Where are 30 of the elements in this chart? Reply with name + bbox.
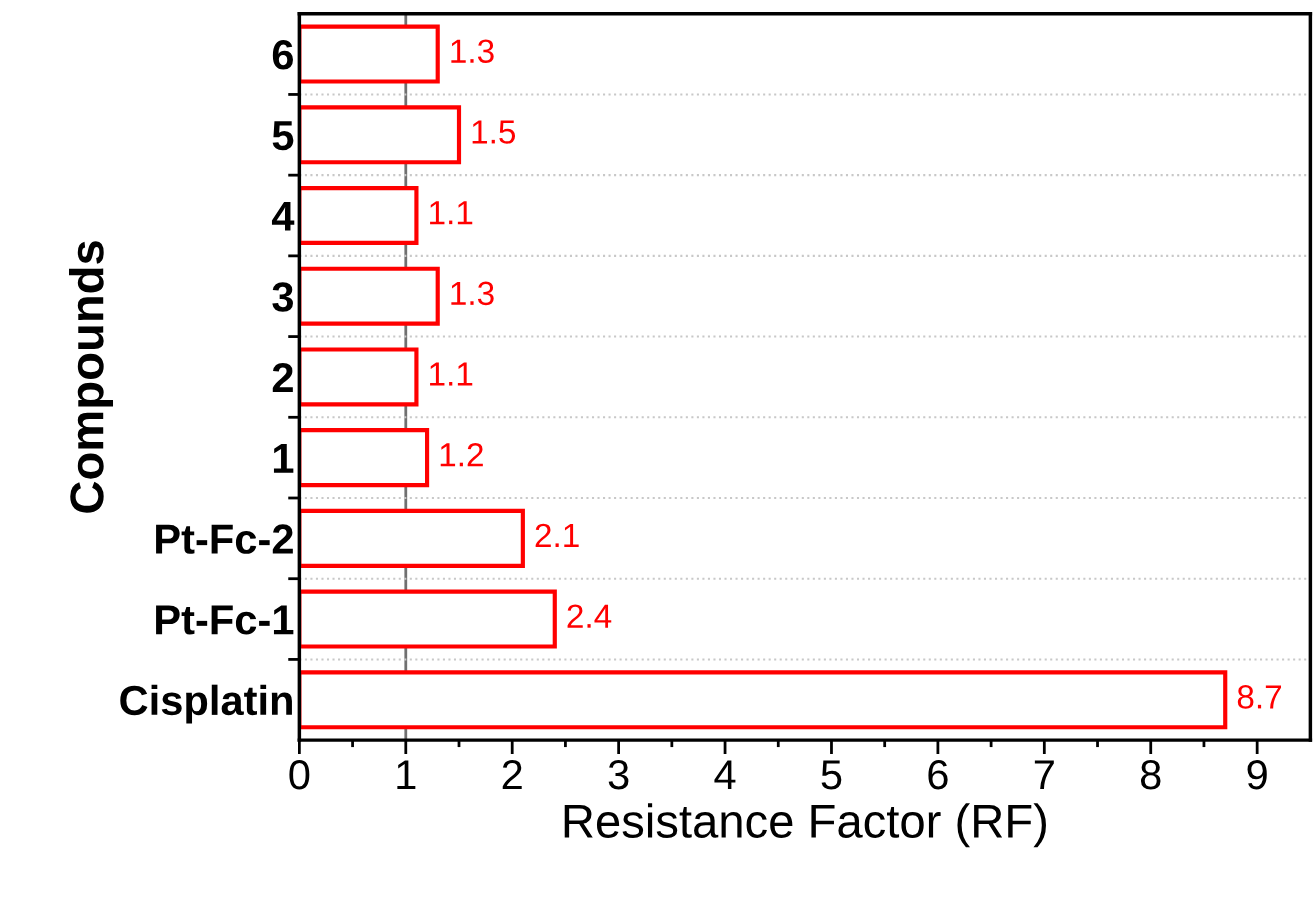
y-tick-label: 1 <box>273 444 294 473</box>
x-tick-label: 8 <box>1140 759 1161 790</box>
y-tick-label: 3 <box>272 282 293 312</box>
y-tick-label: 4 <box>271 201 295 231</box>
y-tick-label: Pt-Fc-1 <box>156 605 294 635</box>
x-tick-label: 4 <box>714 760 736 790</box>
data-label: 1.3 <box>451 281 494 306</box>
x-tick-label: 2 <box>502 759 522 790</box>
y-tick-label: 5 <box>272 121 294 151</box>
data-label: 2.1 <box>535 523 579 547</box>
data-label: 1.5 <box>472 120 516 144</box>
data-label: 2.4 <box>567 604 612 628</box>
x-tick-label: 1 <box>397 760 416 790</box>
y-axis-title: Compounds <box>69 241 114 513</box>
x-tick-label: 5 <box>821 760 842 790</box>
x-tick-label: 9 <box>1247 759 1267 790</box>
x-tick-label: 6 <box>928 759 948 790</box>
y-tick-label: 6 <box>272 40 293 70</box>
y-tick-label: 2 <box>272 362 293 393</box>
data-label: 1.1 <box>430 362 473 386</box>
x-tick-label: 3 <box>608 759 629 790</box>
x-axis-title: Resistance Factor (RF) <box>564 803 1046 848</box>
data-label: 1.1 <box>430 201 473 225</box>
y-tick-label: Pt-Fc-2 <box>156 524 293 554</box>
data-label: 1.3 <box>451 39 494 64</box>
data-label: 8.7 <box>1237 685 1282 709</box>
x-tick-label: 0 <box>289 759 310 790</box>
data-label: 1.2 <box>440 442 483 467</box>
y-tick-label: Cisplatin <box>120 684 292 724</box>
x-tick-label: 7 <box>1034 760 1054 790</box>
